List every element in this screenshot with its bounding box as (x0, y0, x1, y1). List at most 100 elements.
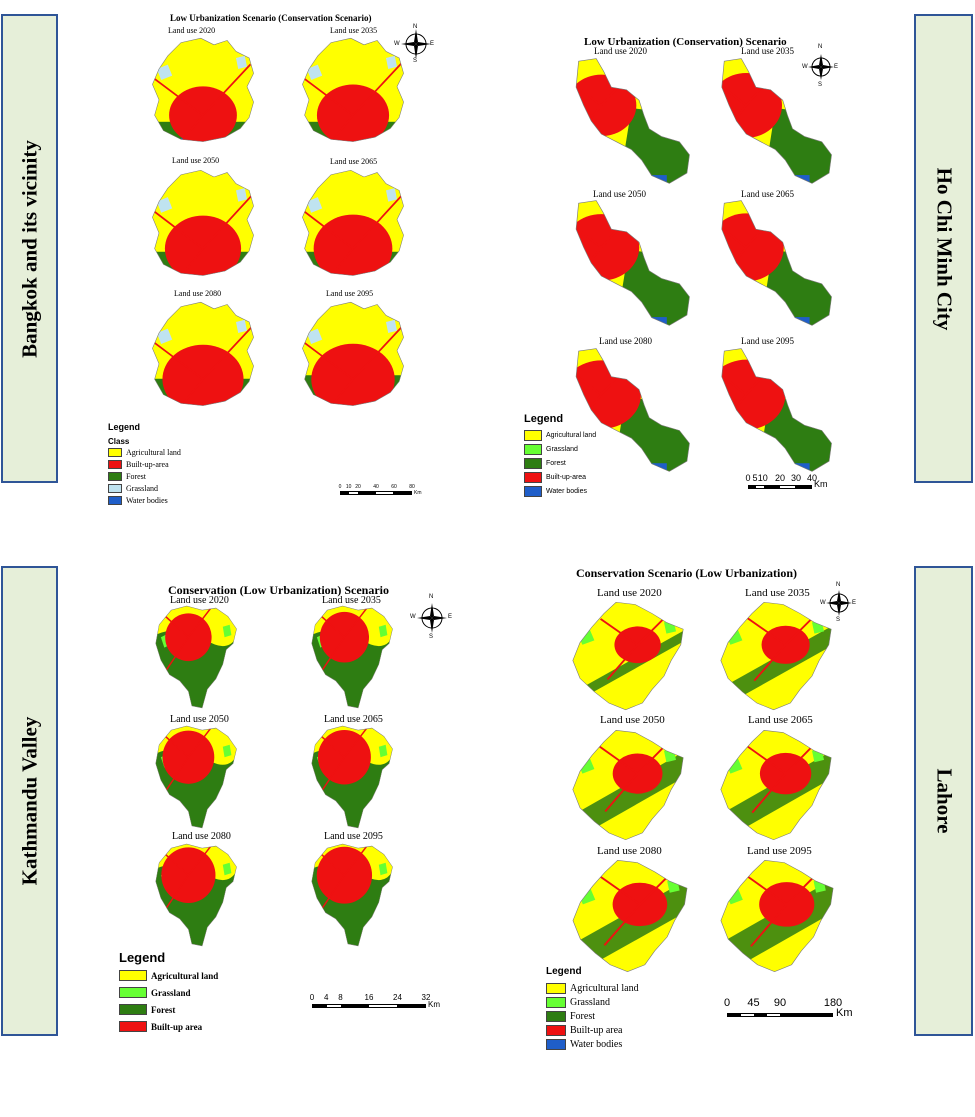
legend-label: Built-up area (570, 1025, 623, 1036)
scale-bar: 0 4 8 16 24 32 Km (310, 993, 440, 1011)
land-use-map (152, 169, 254, 276)
legend-item: Agricultural land (108, 448, 181, 457)
map-label: Land use 2035 (322, 595, 381, 606)
map-label: Land use 2035 (745, 587, 810, 599)
map-label: Land use 2020 (594, 46, 647, 56)
legend-swatch (524, 486, 542, 497)
land-use-map (575, 58, 690, 184)
legend-swatch (524, 430, 542, 441)
land-use-map (152, 37, 254, 142)
compass-letter: N (818, 44, 823, 50)
land-use-map (302, 169, 404, 276)
scale-bar: 0 5 10 20 30 40 Km (745, 473, 828, 493)
city-box-bangkok: Bangkok and its vicinity (1, 14, 58, 483)
legend-label: Forest (151, 1004, 176, 1015)
legend-label: Agricultural land (546, 432, 597, 439)
legend-swatch (108, 484, 122, 493)
compass-letter: W (802, 64, 808, 70)
land-use-map (720, 860, 834, 972)
city-box-lahore: Lahore (914, 566, 973, 1036)
scale-bar: 0 45 90 180 Km (724, 997, 853, 1019)
scale-tick: 10 (757, 473, 768, 483)
scale-tick: 20 (355, 484, 361, 490)
grassland-area (156, 55, 247, 80)
map-label: Land use 2065 (748, 714, 813, 726)
legend-item: Built-up area (119, 1021, 202, 1032)
map-boundary (311, 725, 393, 829)
legend-swatch (524, 444, 542, 455)
compass-icon (808, 54, 834, 80)
map-label: Land use 2050 (170, 714, 229, 725)
grassland-area (577, 620, 676, 645)
map-boundary (572, 729, 684, 841)
map-boundary (155, 843, 237, 947)
map-boundary (575, 58, 690, 184)
legend-swatch (546, 1011, 566, 1022)
land-use-map (575, 200, 690, 326)
grassland-area (577, 878, 680, 905)
grassland-area (306, 188, 397, 213)
map-label: Land use 2020 (168, 26, 216, 35)
legend-swatch (119, 970, 147, 981)
scale-unit: Km (414, 490, 422, 496)
scale-tick: 16 (364, 993, 374, 1002)
legend-title: Legend (108, 422, 141, 432)
legend-title: Legend (119, 950, 166, 965)
panel-title-kathmandu: Conservation (Low Urbanization) Scenario (168, 583, 389, 597)
map-boundary (575, 200, 690, 326)
map-boundary (155, 725, 237, 829)
scale-tick: 180 (823, 997, 843, 1009)
legend-item: Forest (108, 472, 146, 481)
legend-swatch (119, 1021, 147, 1032)
legend-item: Grassland (524, 444, 578, 455)
legend-label: Agricultural land (151, 970, 219, 981)
scale-tick: 30 (790, 473, 802, 483)
grassland-area (306, 319, 397, 344)
legend-swatch (546, 997, 566, 1008)
legend-item: Grassland (546, 997, 610, 1008)
map-label: Land use 2080 (599, 336, 652, 346)
land-use-map (302, 301, 404, 406)
legend-swatch (546, 983, 566, 994)
land-use-map (572, 860, 688, 972)
legend-label: Water bodies (546, 488, 587, 495)
map-boundary (302, 169, 404, 276)
map-boundary (721, 58, 832, 184)
legend-item: Built-up-area (108, 460, 169, 469)
map-label: Land use 2065 (324, 714, 383, 725)
compass-letter: W (820, 600, 826, 606)
compass-icon (401, 29, 431, 59)
land-use-map (155, 843, 237, 947)
map-boundary (572, 860, 688, 972)
legend-item: Built-up-area (524, 472, 586, 483)
scale-tick: 0 (745, 473, 751, 483)
built-up-corridor (152, 317, 254, 406)
legend-label: Grassland (570, 997, 610, 1008)
map-label: Land use 2020 (597, 587, 662, 599)
legend-label: Forest (570, 1011, 595, 1022)
map-boundary (302, 37, 404, 142)
land-use-map (721, 348, 832, 472)
land-use-map (311, 605, 393, 709)
compass-letter: E (448, 614, 453, 620)
scale-tick: 5 (752, 473, 758, 483)
legend-item: Forest (546, 1011, 595, 1022)
scale-tick: 10 (345, 484, 352, 490)
grassland-area (306, 55, 397, 80)
map-boundary (720, 601, 832, 711)
map-label: Land use 2095 (741, 336, 794, 346)
panel-title-hcmc: Low Urbanization (Conservation) Scenario (584, 36, 787, 48)
compass-letter: S (836, 617, 841, 623)
grassland-area (725, 878, 826, 905)
land-use-map (155, 725, 237, 829)
land-use-map (721, 200, 832, 326)
legend-label: Built-up-area (546, 474, 587, 481)
map-label: Land use 2065 (741, 189, 794, 199)
panel-title-lahore: Conservation Scenario (Low Urbanization) (576, 566, 797, 580)
legend-item: Water bodies (524, 486, 587, 497)
map-label: Land use 2050 (593, 189, 646, 199)
legend-label: Grassland (546, 446, 578, 453)
scale-tick: 80 (409, 484, 415, 490)
compass-icon (826, 590, 852, 616)
compass-letter: N (429, 594, 434, 600)
